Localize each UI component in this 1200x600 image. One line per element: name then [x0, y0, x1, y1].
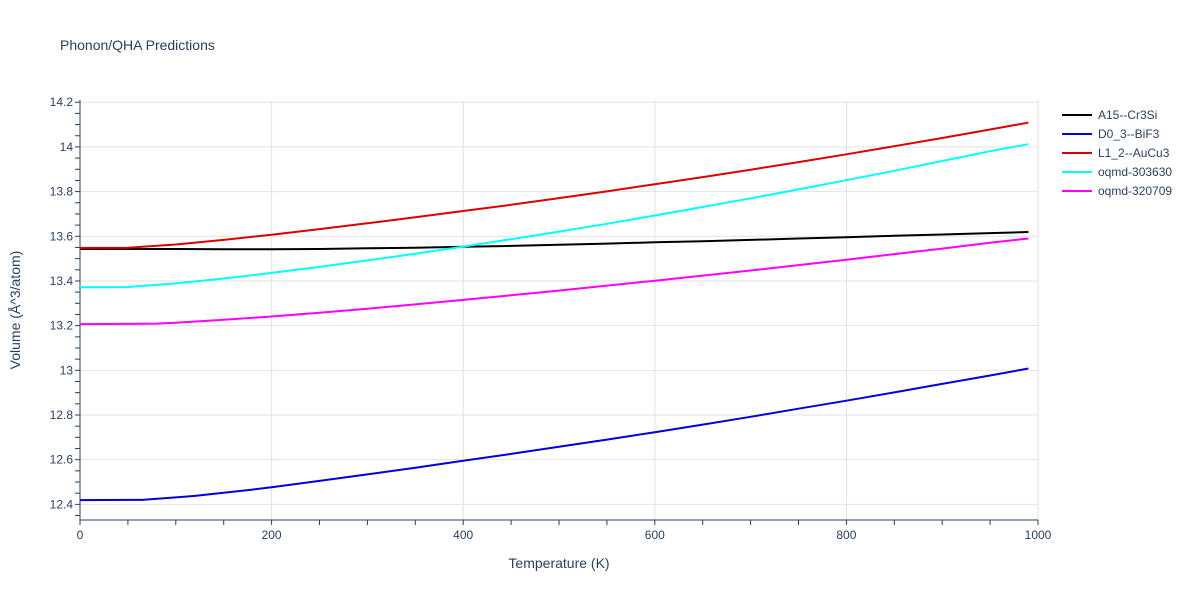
y-tick-label: 14	[60, 140, 74, 154]
x-tick-label: 600	[645, 528, 665, 542]
grid	[80, 100, 1039, 520]
x-axis-title: Temperature (K)	[508, 555, 609, 571]
x-tick-label: 0	[77, 528, 84, 542]
plot-area	[79, 121, 1029, 502]
chart-title: Phonon/QHA Predictions	[60, 37, 215, 53]
tick-labels: 0 200 400 600 800 1000 12.4 12.6 12.8 13 13.2 13.4 1…	[50, 95, 1052, 542]
x-tick-label: 1000	[1025, 528, 1052, 542]
axes	[75, 100, 1039, 525]
y-tick-label: 12.6	[50, 453, 74, 467]
y-tick-label: 12.4	[50, 497, 74, 511]
legend-label: L1_2--AuCu3	[1098, 146, 1170, 160]
series-line-oqmd-303630	[79, 143, 1029, 289]
legend-item[interactable]: oqmd-303630	[1062, 165, 1172, 179]
y-axis-title: Volume (Å^3/atom)	[7, 251, 23, 370]
x-tick-label: 400	[453, 528, 473, 542]
legend-label: A15--Cr3Si	[1098, 108, 1157, 122]
series-line-oqmd-320709	[79, 237, 1029, 326]
series-line-d0-3-bif3	[79, 367, 1029, 502]
y-tick-label: 12.8	[50, 408, 74, 422]
series-line-l1-2-aucu3	[79, 121, 1029, 249]
y-tick-label: 13.4	[50, 274, 74, 288]
legend-label: D0_3--BiF3	[1098, 127, 1160, 141]
y-tick-label: 13	[60, 363, 74, 377]
y-tick-label: 13.2	[50, 319, 74, 333]
legend-item[interactable]: D0_3--BiF3	[1062, 127, 1160, 141]
legend-label: oqmd-320709	[1098, 184, 1172, 198]
legend-item[interactable]: oqmd-320709	[1062, 184, 1172, 198]
y-tick-label: 14.2	[50, 95, 74, 109]
legend-label: oqmd-303630	[1098, 165, 1172, 179]
y-tick-label: 13.6	[50, 229, 74, 243]
legend[interactable]: A15--Cr3Si D0_3--BiF3 L1_2--AuCu3 oqmd-3036…	[1062, 108, 1172, 198]
legend-item[interactable]: A15--Cr3Si	[1062, 108, 1157, 122]
legend-item[interactable]: L1_2--AuCu3	[1062, 146, 1170, 160]
y-tick-label: 13.8	[50, 185, 74, 199]
x-tick-label: 800	[836, 528, 856, 542]
series-line-a15-cr3si	[80, 231, 1029, 251]
x-tick-label: 200	[262, 528, 282, 542]
